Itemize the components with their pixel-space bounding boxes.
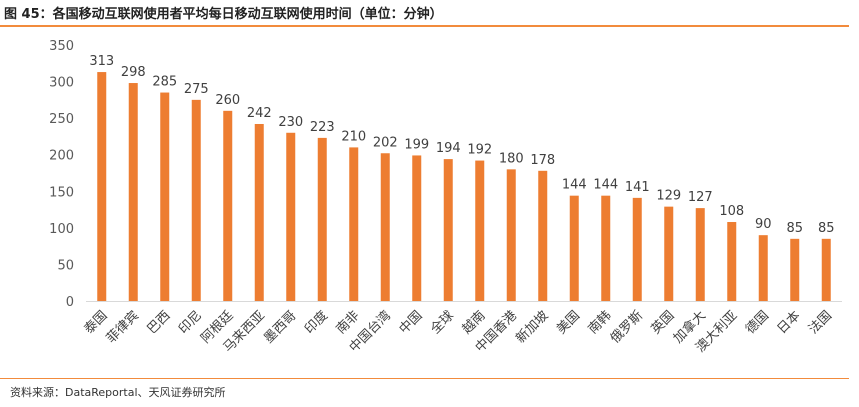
bar xyxy=(443,159,453,301)
bar xyxy=(569,195,579,301)
bar xyxy=(758,235,768,301)
y-tick-label: 200 xyxy=(49,149,74,164)
bar xyxy=(790,238,800,301)
bar xyxy=(349,147,359,301)
data-label: 141 xyxy=(625,180,650,195)
source-note: 资料来源：DataReportal、天风证券研究所 xyxy=(10,386,226,399)
bottom-rule xyxy=(0,378,849,379)
bar xyxy=(475,160,485,301)
bar xyxy=(695,208,705,301)
bar xyxy=(727,222,737,301)
category-label: 法国 xyxy=(806,308,835,337)
data-label: 260 xyxy=(215,93,240,108)
y-tick-label: 50 xyxy=(57,258,74,273)
bar xyxy=(128,83,138,301)
data-label: 242 xyxy=(247,106,272,121)
data-label: 285 xyxy=(152,75,177,90)
bar xyxy=(254,123,264,301)
category-label: 新加坡 xyxy=(513,308,552,347)
bar xyxy=(601,195,611,301)
y-tick-label: 300 xyxy=(49,76,74,91)
data-label: 230 xyxy=(278,115,303,130)
data-label: 210 xyxy=(341,129,366,144)
bar xyxy=(821,238,831,301)
category-label: 巴西 xyxy=(145,308,174,337)
category-label: 俄罗斯 xyxy=(608,308,646,346)
y-tick-label: 0 xyxy=(66,295,74,310)
data-label: 223 xyxy=(310,120,335,135)
bar xyxy=(506,169,516,301)
category-label: 全球 xyxy=(427,308,457,338)
bar xyxy=(223,110,233,301)
bar xyxy=(632,197,642,301)
data-label: 192 xyxy=(467,143,492,158)
data-label: 129 xyxy=(656,189,681,204)
category-label: 墨西哥 xyxy=(261,308,299,346)
bar xyxy=(538,170,548,301)
figure-title: 图 45：各国移动互联网使用者平均每日移动互联网使用时间（单位：分钟） xyxy=(4,7,443,22)
bar xyxy=(664,206,674,301)
data-label: 275 xyxy=(184,82,209,97)
data-label: 85 xyxy=(786,221,803,236)
category-label: 美国 xyxy=(554,308,583,337)
bar xyxy=(191,99,201,301)
data-label: 298 xyxy=(121,65,146,80)
category-label: 德国 xyxy=(743,308,772,337)
data-label: 194 xyxy=(436,141,461,156)
y-tick-label: 150 xyxy=(49,185,74,200)
bar xyxy=(160,92,170,302)
data-label: 108 xyxy=(719,204,744,219)
bar xyxy=(380,153,390,301)
bar xyxy=(97,72,107,301)
data-label: 85 xyxy=(818,221,835,236)
bar xyxy=(317,137,327,301)
y-tick-label: 250 xyxy=(49,112,74,127)
category-label: 印度 xyxy=(301,308,331,338)
data-label: 180 xyxy=(499,151,524,166)
top-rule xyxy=(0,25,849,27)
category-label: 菲律宾 xyxy=(103,308,142,347)
bar xyxy=(412,155,422,301)
data-label: 199 xyxy=(404,137,429,152)
data-label: 144 xyxy=(593,178,618,193)
data-label: 313 xyxy=(89,54,114,69)
category-label: 日本 xyxy=(775,308,804,337)
data-label: 178 xyxy=(530,153,555,168)
y-tick-label: 100 xyxy=(49,222,74,237)
category-label: 中国 xyxy=(397,308,426,337)
data-label: 144 xyxy=(562,178,587,193)
data-label: 202 xyxy=(373,135,398,150)
data-label: 127 xyxy=(688,190,713,205)
bar xyxy=(286,132,296,301)
data-label: 90 xyxy=(755,217,772,232)
y-tick-label: 350 xyxy=(49,39,74,54)
